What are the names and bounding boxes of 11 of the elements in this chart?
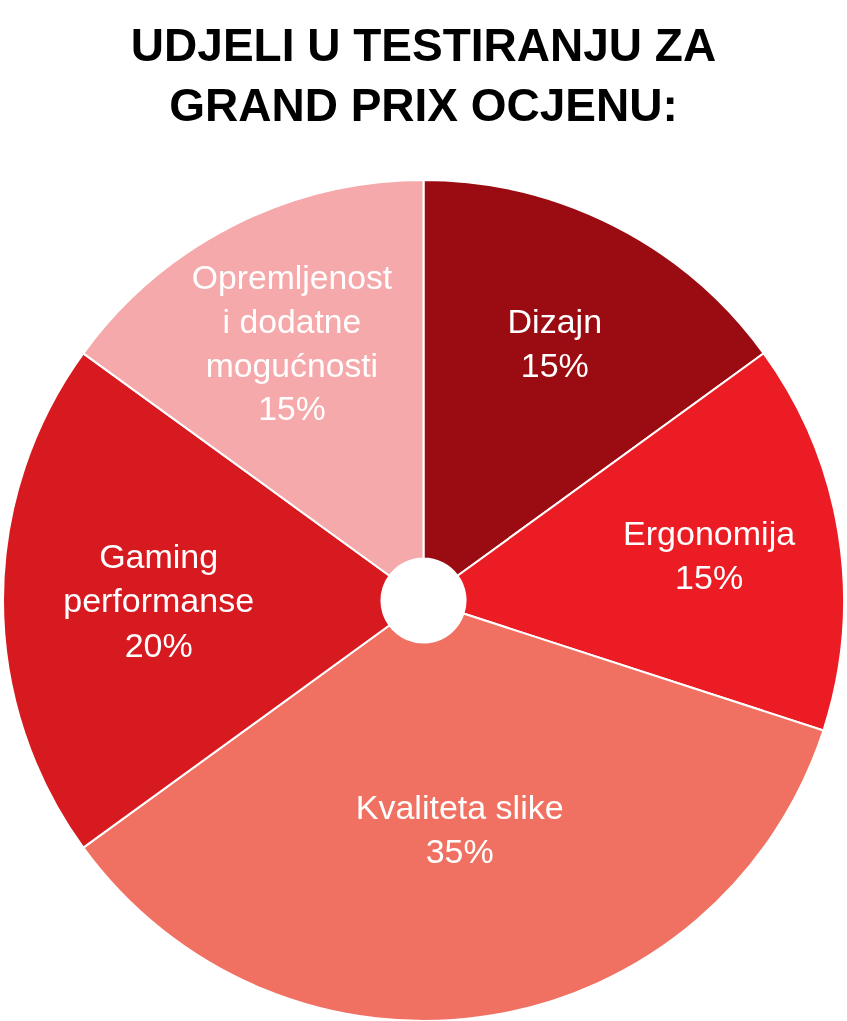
data-label: 15% [520, 345, 589, 384]
data-label: 35% [425, 832, 494, 871]
slice-label: Kvaliteta slike [355, 787, 564, 826]
slice-label: Opremljenost i dodatne mogućnosti [191, 259, 393, 384]
slice-label: Gaming performanse [63, 537, 255, 620]
data-label: 15% [258, 390, 326, 428]
data-label: 15% [675, 558, 744, 597]
slice-label: Ergonomija [623, 514, 796, 553]
slice-label: Dizajn [507, 301, 603, 340]
chart-title: UDJELI U TESTIRANJU ZA GRAND PRIX OCJENU: [130, 19, 717, 132]
data-label: 20% [124, 625, 193, 664]
